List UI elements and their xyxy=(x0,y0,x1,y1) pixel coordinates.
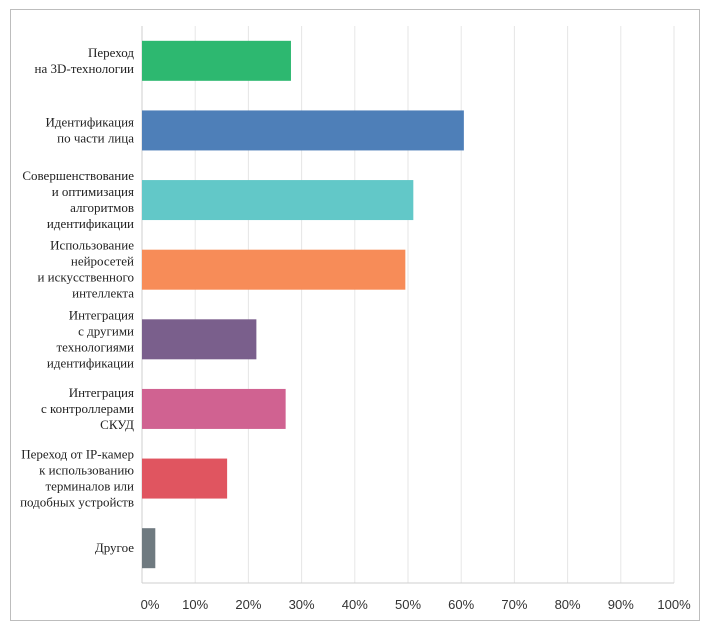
x-tick-label: 10% xyxy=(182,597,208,612)
bar xyxy=(142,528,156,569)
category-label-line: алгоритмов xyxy=(70,200,134,215)
x-tick-label: 30% xyxy=(289,597,315,612)
x-tick-label: 70% xyxy=(501,597,527,612)
bar xyxy=(142,249,406,290)
category-label-line: СКУД xyxy=(100,417,134,432)
category-label-line: по части лица xyxy=(57,130,134,145)
category-label-line: Переход от IP-камер xyxy=(21,447,134,462)
category-label-line: нейросетей xyxy=(71,254,134,269)
x-tick-label: 40% xyxy=(342,597,368,612)
category-label-line: Переход xyxy=(88,45,134,60)
category-label-line: Использование xyxy=(50,238,134,253)
category-label: Интеграция с контроллерами СКУД xyxy=(41,385,134,432)
category-label-line: Другое xyxy=(95,540,134,555)
category-label-line: идентификации xyxy=(47,216,134,231)
category-label-line: с другими xyxy=(78,323,134,338)
category-label-line: Совершенствование xyxy=(22,168,134,183)
category-label-line: и оптимизация xyxy=(52,184,134,199)
bar xyxy=(142,180,414,221)
category-label: Интеграция с другими технологиями идентифик… xyxy=(47,307,134,370)
x-tick-label: 20% xyxy=(235,597,261,612)
category-label-line: Интеграция xyxy=(69,385,134,400)
category-label-line: терминалов или xyxy=(45,479,134,494)
category-label: Другое xyxy=(95,540,134,555)
x-tick-label: 50% xyxy=(395,597,421,612)
category-label-line: Интеграция xyxy=(69,307,134,322)
bar xyxy=(142,110,464,151)
x-tick-label: 60% xyxy=(448,597,474,612)
category-label: Идентификация по части лица xyxy=(45,114,134,145)
x-tick-label: 90% xyxy=(608,597,634,612)
x-tick-label: 100% xyxy=(657,597,691,612)
bar xyxy=(142,319,257,360)
category-label: Переход на 3D-технологии xyxy=(35,45,135,76)
bar xyxy=(142,388,286,429)
category-label-line: и искусственного xyxy=(37,270,134,285)
category-label: Использование нейросетей и искусственного и… xyxy=(37,238,134,301)
category-label-line: Идентификация xyxy=(45,114,134,129)
bar xyxy=(142,40,291,81)
category-label-line: на 3D-технологии xyxy=(35,61,135,76)
x-tick-label: 0% xyxy=(141,597,160,612)
category-label-line: подобных устройств xyxy=(20,495,134,510)
category-label-line: идентификации xyxy=(47,355,134,370)
category-label-line: к использованию xyxy=(39,463,134,478)
category-label-line: интеллекта xyxy=(72,286,134,301)
category-label: Переход от IP-камер к использованию термин… xyxy=(20,447,134,510)
category-label-line: с контроллерами xyxy=(41,401,134,416)
bar xyxy=(142,458,228,499)
category-label-line: технологиями xyxy=(56,339,134,354)
x-tick-label: 80% xyxy=(555,597,581,612)
category-label: Совершенствование и оптимизация алгоритмов… xyxy=(22,168,134,231)
